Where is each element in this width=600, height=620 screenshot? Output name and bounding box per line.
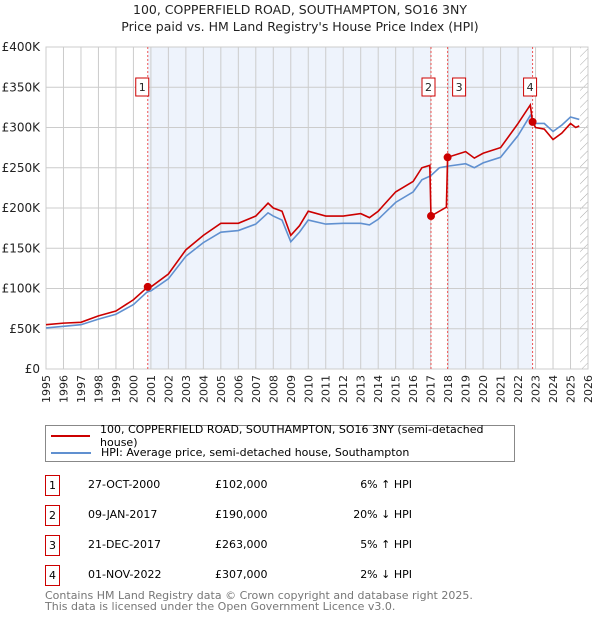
sale-label: 4 — [527, 81, 534, 94]
x-tick-label: 2016 — [407, 375, 420, 403]
hpi-line — [45, 113, 580, 329]
chart: 1995 1996 1997 1998 1999 2000 2001 2002 2003 2004… — [2, 40, 595, 403]
y-tick-label: £400K — [2, 40, 42, 54]
sale-date: 09-JAN-2017 — [88, 508, 158, 521]
x-tick-label: 2025 — [565, 375, 578, 403]
sale-hpi-diff: 20% ↓ HPI — [353, 508, 412, 521]
x-tick-label: 2003 — [180, 375, 193, 403]
sale-price: £102,000 — [215, 478, 268, 491]
sale-label-box — [523, 77, 538, 97]
sale-point — [528, 117, 537, 126]
sale-hpi-diff: 5% ↑ HPI — [360, 538, 412, 551]
plot-frame — [45, 46, 589, 370]
y-tick-label: £150K — [2, 241, 42, 255]
footer-line: Contains HM Land Registry data © Crown c… — [45, 589, 473, 602]
sale-label: 3 — [456, 81, 463, 94]
x-tick-label: 2018 — [442, 375, 455, 403]
x-tick-label: 2019 — [460, 375, 473, 403]
x-tick-label: 2024 — [547, 375, 560, 403]
x-tick-label: 1997 — [75, 375, 88, 403]
sale-marker: 1 — [45, 475, 60, 496]
footer-line: This data is licensed under the Open Gov… — [45, 600, 396, 613]
x-tick-label: 2021 — [495, 375, 508, 403]
x-tick-label: 2004 — [197, 375, 210, 403]
x-tick-label: 2017 — [425, 375, 438, 403]
legend: 100, COPPERFIELD ROAD, SOUTHAMPTON, SO16… — [45, 423, 515, 462]
sale-hpi-diff: 6% ↑ HPI — [360, 478, 412, 491]
property-line — [45, 102, 580, 326]
x-tick-label: 2015 — [390, 375, 403, 403]
x-tick-label: 2000 — [127, 375, 140, 403]
x-tick-label: 2026 — [582, 375, 595, 403]
sale-point — [443, 153, 452, 162]
sale-date: 01-NOV-2022 — [88, 568, 162, 581]
sale-label: 2 — [425, 81, 432, 94]
x-tick-label: 1995 — [40, 375, 53, 403]
legend-label: HPI: Average price, semi-detached house,… — [101, 446, 410, 459]
x-tick-label: 2022 — [512, 375, 525, 403]
sale-label-box — [452, 77, 467, 97]
x-tick-label: 2012 — [337, 375, 350, 403]
y-tick-label: £250K — [2, 161, 42, 175]
x-tick-label: 2023 — [530, 375, 543, 403]
sale-row: 2 09-JAN-2017 £190,000 20% ↓ HPI — [45, 505, 445, 526]
sale-date: 21-DEC-2017 — [88, 538, 162, 551]
sale-row: 4 01-NOV-2022 £307,000 2% ↓ HPI — [45, 565, 445, 586]
x-tick-label: 2020 — [477, 375, 490, 403]
x-tick-label: 2013 — [355, 375, 368, 403]
y-tick-label: £0 — [25, 362, 40, 376]
sale-price: £190,000 — [215, 508, 268, 521]
chart-title: 100, COPPERFIELD ROAD, SOUTHAMPTON, SO16… — [133, 2, 467, 17]
x-tick-label: 2001 — [145, 375, 158, 403]
sale-price: £307,000 — [215, 568, 268, 581]
y-tick-label: £200K — [2, 201, 42, 215]
x-tick-label: 2005 — [215, 375, 228, 403]
sale-marker: 4 — [45, 565, 60, 586]
x-tick-label: 2010 — [302, 375, 315, 403]
x-tick-label: 2011 — [320, 375, 333, 403]
sale-label-box — [421, 77, 436, 97]
x-tick-label: 2014 — [372, 375, 385, 403]
legend-label: 100, COPPERFIELD ROAD, SOUTHAMPTON, SO16… — [100, 422, 484, 449]
y-tick-label: £100K — [2, 282, 42, 296]
sale-row: 1 27-OCT-2000 £102,000 6% ↑ HPI — [45, 475, 445, 496]
sale-point — [143, 282, 152, 291]
x-tick-label: 2007 — [250, 375, 263, 403]
sale-marker: 3 — [45, 535, 60, 556]
x-tick-label: 2008 — [267, 375, 280, 403]
y-tick-label: £300K — [2, 121, 42, 135]
x-tick-label: 2006 — [232, 375, 245, 403]
sale-point — [426, 212, 435, 221]
sale-price: £263,000 — [215, 538, 268, 551]
sale-label: 1 — [139, 81, 146, 94]
x-tick-label: 1998 — [92, 375, 105, 403]
y-tick-label: £350K — [2, 80, 42, 94]
sale-hpi-diff: 2% ↓ HPI — [360, 568, 412, 581]
x-tick-label: 2002 — [162, 375, 175, 403]
legend-item-hpi: HPI: Average price, semi-detached house,… — [51, 444, 409, 461]
chart-subtitle: Price paid vs. HM Land Registry's House … — [121, 19, 479, 34]
sale-date: 27-OCT-2000 — [88, 478, 161, 491]
footer: Contains HM Land Registry data © Crown c… — [45, 590, 473, 612]
x-tick-label: 1996 — [57, 375, 70, 403]
legend-item-property: 100, COPPERFIELD ROAD, SOUTHAMPTON, SO16… — [51, 423, 514, 449]
x-tick-label: 1999 — [110, 375, 123, 403]
y-tick-label: £50K — [9, 322, 41, 336]
sale-marker: 2 — [45, 505, 60, 526]
sale-row: 3 21-DEC-2017 £263,000 5% ↑ HPI — [45, 535, 445, 556]
sale-label-box — [135, 77, 150, 97]
x-tick-label: 2009 — [285, 375, 298, 403]
